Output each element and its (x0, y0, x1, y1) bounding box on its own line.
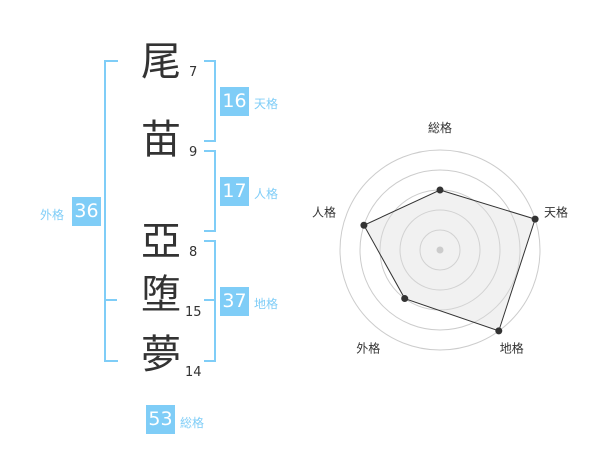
stroke-count: 14 (185, 365, 202, 380)
radar-ring (359, 169, 521, 331)
chikaku-value: 37 (220, 287, 249, 316)
name-char: 亞 (141, 219, 181, 265)
gaikaku-bracket (104, 60, 118, 362)
radar-point (360, 221, 368, 229)
name-char: 苗 (141, 117, 181, 163)
bracket-tick (204, 299, 216, 301)
chikaku-bracket (204, 240, 216, 362)
stroke-count: 7 (189, 65, 198, 80)
radar-point (436, 186, 444, 194)
bracket-tick (105, 299, 117, 301)
radar-axis-label: 総格 (428, 120, 452, 135)
stroke-count: 15 (185, 305, 202, 320)
radar-center (436, 246, 444, 254)
radar-ring (419, 229, 461, 271)
tenkaku-bracket (204, 60, 216, 142)
radar-ring (399, 209, 481, 291)
tenkaku-label: 天格 (254, 97, 279, 111)
tenkaku-value: 16 (220, 87, 249, 116)
radar-point (495, 327, 503, 335)
jinkaku-value: 17 (220, 177, 249, 206)
jinkaku-label: 人格 (254, 187, 279, 201)
radar-point (531, 215, 539, 223)
radar-axis-label: 人格 (312, 204, 336, 219)
soukaku-value: 53 (146, 405, 175, 434)
name-char: 堕 (141, 272, 181, 318)
chikaku-label: 地格 (254, 297, 279, 311)
stroke-count: 9 (189, 145, 198, 160)
radar-ring (339, 149, 541, 351)
soukaku-label: 総格 (180, 416, 205, 430)
radar-axis-label: 地格 (500, 341, 524, 356)
radar-point (401, 295, 409, 303)
gaikaku-value: 36 (72, 197, 101, 226)
stroke-count: 8 (189, 245, 198, 260)
name-char: 尾 (141, 39, 181, 85)
jinkaku-bracket (204, 150, 216, 232)
radar-area (363, 189, 536, 332)
gaikaku-label: 外格 (40, 208, 65, 222)
name-char: 夢 (141, 332, 181, 378)
radar-axis-label: 天格 (544, 204, 568, 219)
radar-axis-label: 外格 (356, 341, 380, 356)
